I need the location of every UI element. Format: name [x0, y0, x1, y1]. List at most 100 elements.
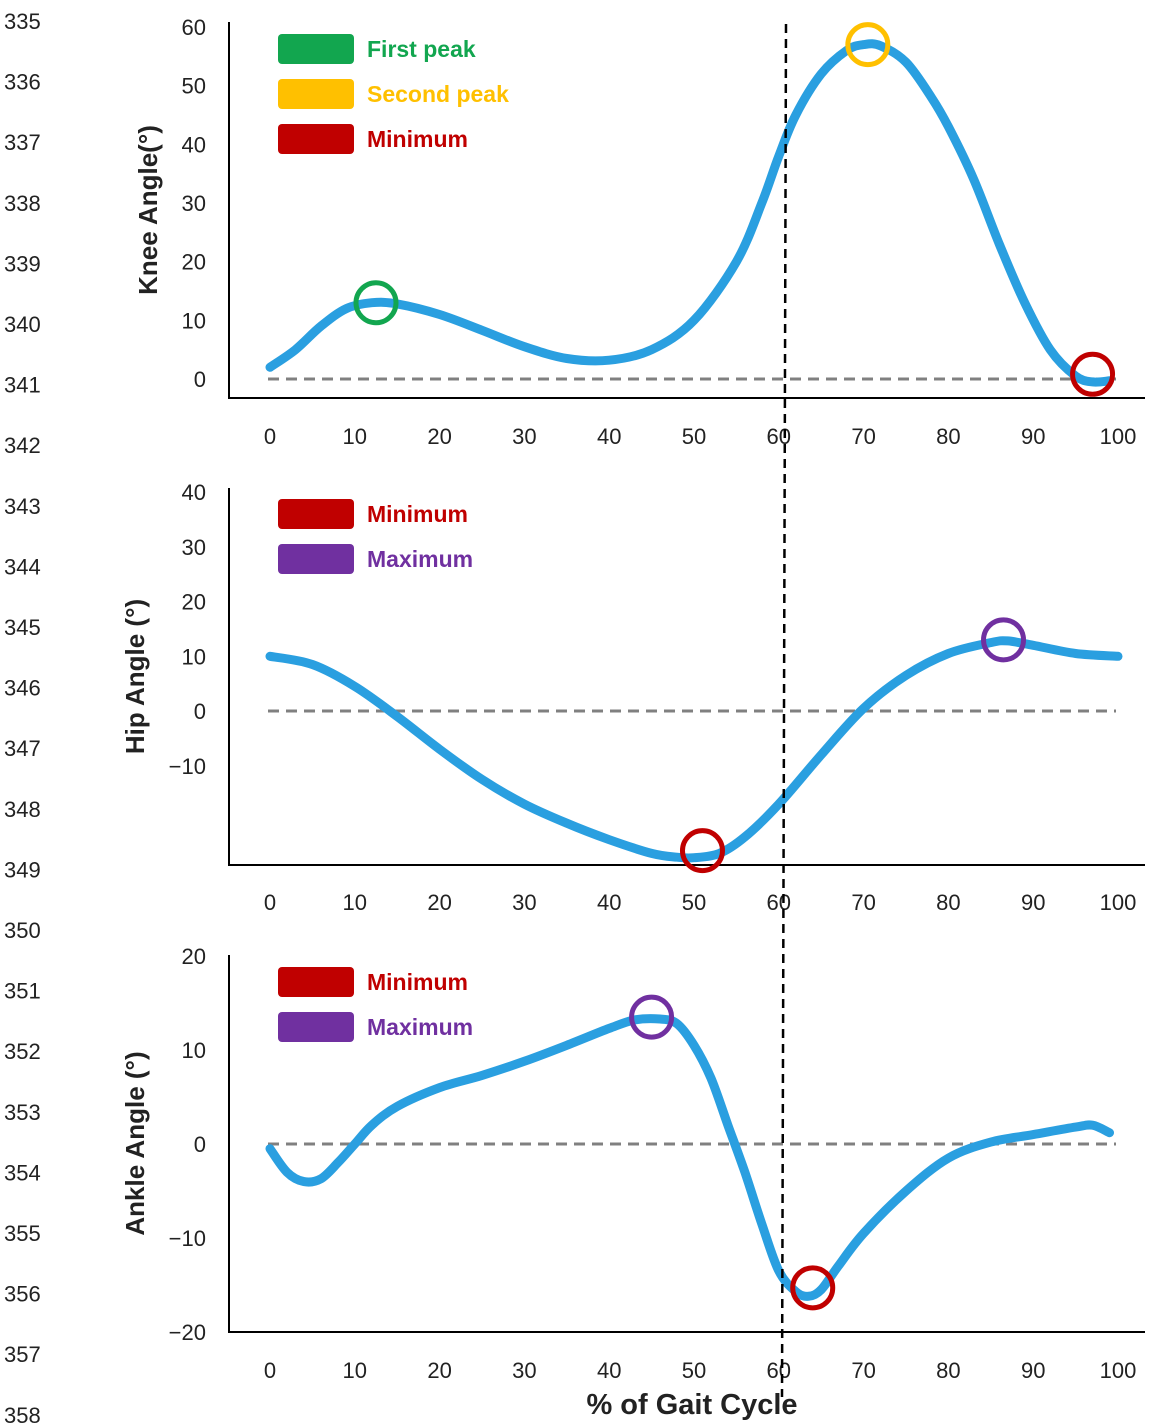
y-tick-label: −10: [169, 754, 206, 779]
legend-swatch: [278, 34, 354, 64]
legend-label: Minimum: [367, 501, 468, 527]
y-tick-label: 0: [194, 1132, 206, 1157]
x-tick-label: 50: [682, 1358, 706, 1383]
x-tick-label: 0: [264, 890, 276, 915]
purple-marker-circle: [629, 994, 675, 1040]
y-tick-label: 40: [182, 132, 206, 157]
x-tick-label: 10: [343, 424, 367, 449]
y-tick-label: 10: [182, 644, 206, 669]
x-tick-label: 100: [1100, 1358, 1137, 1383]
legend-swatch: [278, 967, 354, 997]
x-tick-label: 0: [264, 1358, 276, 1383]
x-tick-label: 30: [512, 1358, 536, 1383]
x-tick-label: 70: [851, 890, 875, 915]
x-tick-label: 60: [767, 424, 791, 449]
vertical-dashed-line: [780, 23, 788, 1398]
legend-label: Minimum: [367, 969, 468, 995]
line-number: 352: [4, 1039, 41, 1064]
x-tick-label: 10: [343, 1358, 367, 1383]
gait-phase-marker: [780, 23, 788, 1398]
y-tick-label: 30: [182, 191, 206, 216]
angle-curve: [265, 1014, 1114, 1301]
y-tick-label: 30: [182, 535, 206, 560]
legend-label: First peak: [367, 36, 476, 62]
x-tick-label: 20: [427, 890, 451, 915]
x-tick-label: 20: [427, 424, 451, 449]
x-tick-label: 20: [427, 1358, 451, 1383]
x-tick-label: 50: [682, 424, 706, 449]
yellow-marker-circle: [845, 22, 891, 68]
y-tick-label: 20: [182, 590, 206, 615]
chart-panel: −10 0 10 20 30 40 0 10 20 30 40 50 60 70 80 90 100 Hip An…: [120, 480, 1145, 915]
line-number: 353: [4, 1100, 41, 1125]
x-tick-label: 60: [767, 1358, 791, 1383]
line-number: 340: [4, 312, 41, 337]
x-tick-label: 80: [936, 890, 960, 915]
green-marker-circle: [353, 280, 399, 326]
x-tick-label: 40: [597, 424, 621, 449]
legend-label: Second peak: [367, 81, 509, 107]
legend-swatch: [278, 124, 354, 154]
line-number: 349: [4, 857, 41, 882]
line-number: 351: [4, 979, 41, 1004]
x-tick-label: 60: [767, 890, 791, 915]
line-number: 355: [4, 1221, 41, 1246]
y-tick-label: 60: [182, 15, 206, 40]
legend-label: Minimum: [367, 126, 468, 152]
y-tick-label: 10: [182, 1038, 206, 1063]
legend-swatch: [278, 499, 354, 529]
line-number: 337: [4, 130, 41, 155]
line-number: 354: [4, 1160, 41, 1185]
line-number: 356: [4, 1282, 41, 1307]
y-tick-label: 0: [194, 699, 206, 724]
angle-curve: [265, 636, 1123, 863]
legend-label: Maximum: [367, 546, 473, 572]
legend-swatch: [278, 79, 354, 109]
x-tick-label: 100: [1100, 424, 1137, 449]
x-tick-label: 70: [851, 1358, 875, 1383]
x-tick-label: 10: [343, 890, 367, 915]
line-number: 338: [4, 191, 41, 216]
x-tick-label: 50: [682, 890, 706, 915]
line-number: 357: [4, 1342, 41, 1367]
legend-swatch: [278, 1012, 354, 1042]
line-number: 345: [4, 615, 41, 640]
x-tick-label: 40: [597, 890, 621, 915]
y-axis-label: Knee Angle(°): [133, 125, 163, 295]
legend-swatch: [278, 544, 354, 574]
line-number: 339: [4, 251, 41, 276]
y-tick-label: 0: [194, 367, 206, 392]
x-tick-label: 90: [1021, 890, 1045, 915]
purple-marker-circle: [981, 617, 1027, 663]
line-number: 348: [4, 797, 41, 822]
y-tick-label: 50: [182, 74, 206, 99]
x-tick-label: 100: [1100, 890, 1137, 915]
x-tick-label: 80: [936, 424, 960, 449]
line-number: 350: [4, 918, 41, 943]
chart-panel: 0 10 20 30 40 50 60 0 10 20 30 40 50 60 70 80 90 100 Knee …: [133, 15, 1145, 449]
line-number: 343: [4, 494, 41, 519]
chart-panel: −20 −10 0 10 20 0 10 20 30 40 50 60 70 80 90 100 Ankle A…: [120, 944, 1145, 1383]
y-tick-label: 10: [182, 308, 206, 333]
line-number: 347: [4, 736, 41, 761]
x-tick-label: 90: [1021, 424, 1045, 449]
x-tick-label: 30: [512, 890, 536, 915]
y-tick-label: −20: [169, 1320, 206, 1345]
x-axis-label: % of Gait Cycle: [586, 1389, 797, 1421]
line-number: 344: [4, 554, 41, 579]
y-tick-label: 20: [182, 250, 206, 275]
x-tick-label: 90: [1021, 1358, 1045, 1383]
x-tick-label: 30: [512, 424, 536, 449]
y-tick-label: −10: [169, 1226, 206, 1251]
x-tick-label: 70: [851, 424, 875, 449]
line-number: 335: [4, 9, 41, 34]
line-number: 341: [4, 373, 41, 398]
line-numbers: 335 336 337 338 339 340 341 342 343 344 345 346 347 3…: [4, 9, 41, 1423]
y-axis-label: Ankle Angle (°): [120, 1051, 150, 1235]
x-tick-label: 80: [936, 1358, 960, 1383]
line-number: 358: [4, 1403, 41, 1423]
line-number: 342: [4, 433, 41, 458]
y-axis-label: Hip Angle (°): [120, 599, 150, 754]
